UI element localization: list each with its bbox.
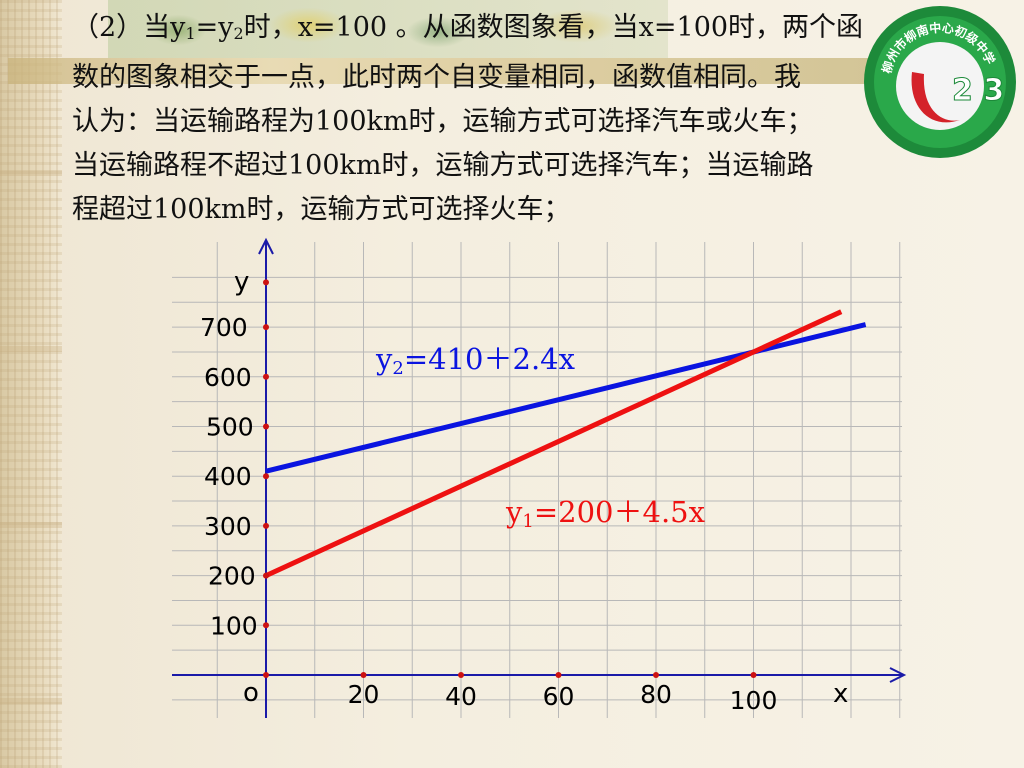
y-tick-label: 100 xyxy=(210,611,258,640)
equation-subscript: 1 xyxy=(522,511,533,532)
logo-digits: 2 3 xyxy=(952,73,1004,108)
x-tick-label: 20 xyxy=(348,680,380,709)
text-part: =y xyxy=(195,12,234,43)
x-tick-label: 100 xyxy=(730,686,778,715)
banner-decoration xyxy=(8,58,878,84)
school-logo: 柳州市柳南中心初级中学 2 3 xyxy=(864,6,1016,158)
y-tick-label: 500 xyxy=(206,413,254,442)
origin-dot xyxy=(263,672,269,678)
text-part: （2）当y xyxy=(72,12,186,43)
x-axis-arrow xyxy=(889,667,907,683)
y-tick-label: 400 xyxy=(204,462,252,491)
y-tick-dot xyxy=(263,279,269,286)
x-tick-label: 40 xyxy=(445,682,477,711)
x-tick-dot xyxy=(360,672,367,678)
x-tick-label: 60 xyxy=(543,682,575,711)
text-line-2: 数的图象相交于一点，此时两个自变量相同，函数值相同。我 xyxy=(72,62,801,93)
grid xyxy=(172,242,902,718)
text-line-3: 认为：当运输路程为100km时，运输方式可选择汽车或火车； xyxy=(72,106,814,137)
series-equation-label: y2=410＋2.4x xyxy=(375,342,575,379)
equation-subscript: 2 xyxy=(392,358,403,379)
equation-main: y xyxy=(505,495,523,529)
y-tick-dot xyxy=(263,522,269,529)
y-tick-label: 700 xyxy=(200,313,248,342)
subscript: 2 xyxy=(233,24,244,43)
text-line-4: 当运输路程不超过100km时，运输方式可选择汽车；当运输路 xyxy=(72,150,814,181)
y-tick-dot xyxy=(263,572,269,579)
series-lines xyxy=(264,309,867,578)
y-tick-dot xyxy=(263,324,269,331)
subscript: 1 xyxy=(185,24,196,43)
equation-rest: =410＋2.4x xyxy=(404,342,575,376)
axes xyxy=(172,237,907,718)
text-part: 时，x=100 。从函数图象看，当x=100时，两个函 xyxy=(243,12,864,43)
flower-decoration xyxy=(108,0,668,58)
y-tick-dot xyxy=(263,423,269,430)
y-tick-dot xyxy=(263,622,269,629)
series-equation-label: y1=200＋4.5x xyxy=(505,495,705,532)
y-axis-label: y xyxy=(234,267,249,297)
x-axis-label: x xyxy=(833,679,848,709)
logo-red-swoosh xyxy=(911,72,960,123)
x-tick-dot xyxy=(653,672,659,678)
logo-inner-disc xyxy=(896,42,984,130)
text-line-1: （2）当y1=y2时，x=100 。从函数图象看，当x=100时，两个函 xyxy=(72,6,992,56)
origin-label: o xyxy=(243,678,259,708)
equation-rest: =200＋4.5x xyxy=(534,495,705,529)
y-tick-label: 600 xyxy=(204,363,252,392)
y-tick-label: 200 xyxy=(208,562,256,591)
x-tick-label: 80 xyxy=(640,680,672,709)
text-line-5: 程超过100km时，运输方式可选择火车； xyxy=(72,194,571,225)
x-tick-dot xyxy=(555,672,562,678)
explanation-text: （2）当y1=y2时，x=100 。从函数图象看，当x=100时，两个函 数的图… xyxy=(72,6,992,232)
y-tick-dot xyxy=(263,473,269,480)
left-texture-strip xyxy=(0,0,62,768)
x-tick-dot xyxy=(458,672,464,678)
y-tick-label: 300 xyxy=(204,512,252,541)
equation-main: y xyxy=(375,342,393,376)
tick-marks xyxy=(263,279,757,678)
y-axis-arrow xyxy=(258,237,274,255)
x-tick-dot xyxy=(750,672,757,678)
y-tick-dot xyxy=(263,373,269,380)
series-line-y1 xyxy=(264,309,843,578)
